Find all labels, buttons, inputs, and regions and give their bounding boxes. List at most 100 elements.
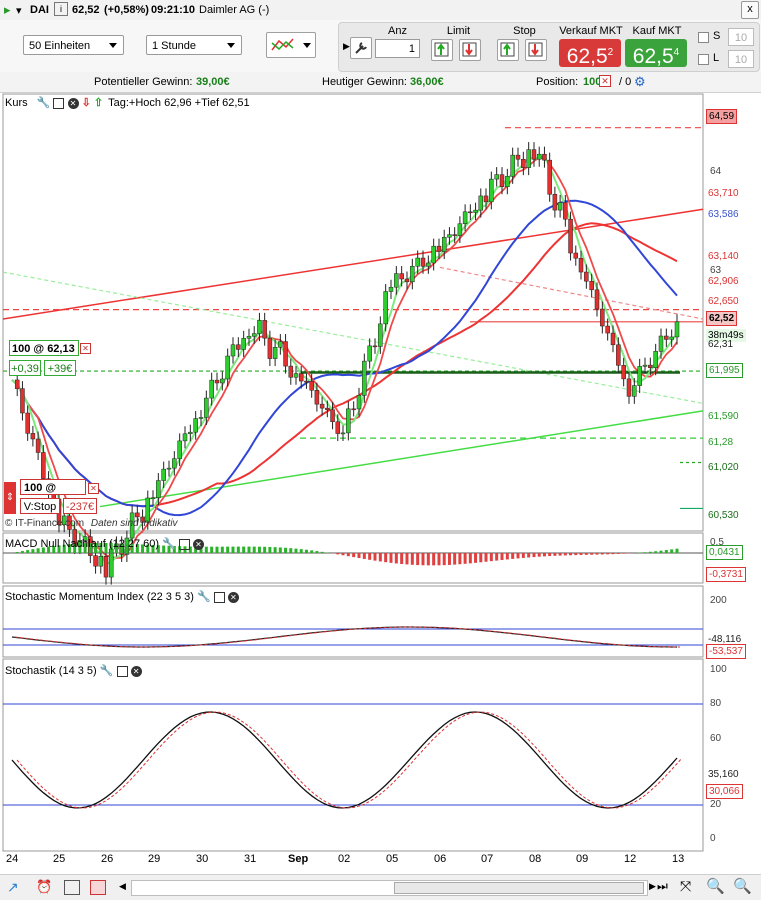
drag-handle-icon[interactable]: ⇕ <box>4 482 16 514</box>
up-arrow-icon[interactable]: ⇧ <box>94 97 103 109</box>
info-icon[interactable]: i <box>54 2 68 16</box>
candle-body <box>310 381 314 390</box>
interval-select[interactable]: 1 Stunde <box>146 35 242 55</box>
macd-bar <box>321 552 324 553</box>
close-icon[interactable]: ✕ <box>68 98 79 109</box>
down-arrow-icon[interactable]: ⇩ <box>82 97 91 109</box>
stop-sell-button[interactable] <box>525 39 547 61</box>
scrollbar-thumb[interactable] <box>394 882 644 894</box>
macd-value-1: 0,0431 <box>706 545 743 560</box>
candle-body <box>489 179 493 202</box>
macd-bar <box>237 547 240 553</box>
stoch-panel-frame <box>3 659 703 851</box>
sell-button[interactable]: 62,52 <box>559 39 621 67</box>
stop-eur: -237€ <box>63 498 97 514</box>
candle-body <box>325 408 329 410</box>
wrench-icon[interactable]: 🔧 <box>162 538 176 550</box>
close-icon[interactable]: ✕ <box>228 592 239 603</box>
gear-icon[interactable]: ⚙ <box>634 74 646 90</box>
day-range: Tag:+Hoch 62,96 +Tief 62,51 <box>108 97 249 109</box>
chart-type-button[interactable] <box>266 32 316 58</box>
candle-body <box>611 333 615 345</box>
grid-icon[interactable] <box>64 880 80 895</box>
candle-body <box>156 481 160 498</box>
macd-bar <box>501 553 504 560</box>
wrench-icon[interactable]: 🔧 <box>100 665 114 677</box>
maximize-icon[interactable] <box>53 98 64 109</box>
candle-body <box>537 154 541 159</box>
today-gain-value: 36,00€ <box>410 76 444 88</box>
candle-body <box>289 366 293 377</box>
maximize-icon[interactable] <box>117 666 128 677</box>
limit-buy-button[interactable] <box>431 39 453 61</box>
wrench-icon[interactable]: 🔧 <box>37 97 51 109</box>
level-tag-62-650: 62,650 <box>706 295 741 308</box>
stop-buy-button[interactable] <box>497 39 519 61</box>
maximize-icon[interactable] <box>214 592 225 603</box>
units-select[interactable]: 50 Einheiten <box>23 35 124 55</box>
candle-body <box>341 433 345 434</box>
candle-body <box>41 452 45 478</box>
cursor-icon[interactable]: ↗ <box>7 879 19 896</box>
limit-label: Limit <box>431 25 486 37</box>
macd-bar <box>258 547 261 553</box>
macd-value-2: -0,3731 <box>706 567 746 582</box>
buy-button[interactable]: 62,54 <box>625 39 687 67</box>
s-label: S <box>713 30 720 42</box>
indicator-icon[interactable] <box>90 880 106 895</box>
l-input[interactable]: 10 <box>728 50 754 68</box>
source-note: © IT-Finance.com Daten sind indikativ <box>5 518 178 529</box>
close-button[interactable]: x <box>741 1 759 19</box>
instrument-name: Daimler AG (-) <box>199 4 269 16</box>
candle-body <box>675 322 679 337</box>
quantity-input[interactable]: 1 <box>375 39 420 58</box>
arrow-right-icon: ▶ <box>343 41 350 52</box>
macd-bar <box>654 551 657 553</box>
close-icon[interactable]: ✕ <box>193 539 204 550</box>
scroll-left-icon[interactable]: ◀ <box>119 881 126 892</box>
chart-area[interactable] <box>0 92 761 874</box>
candle-body <box>622 365 626 379</box>
close-icon[interactable]: ✕ <box>131 666 142 677</box>
macd-bar <box>649 552 652 553</box>
s-checkbox[interactable] <box>698 32 709 43</box>
macd-bar <box>274 547 277 553</box>
close-position-icon[interactable]: ✕ <box>599 75 611 87</box>
order-toolbar: 50 Einheiten 1 Stunde ▶ Anz 1 Limit Stop <box>0 20 761 73</box>
scroll-end-icon[interactable]: ⏭ <box>657 879 668 894</box>
stoch-name: Stochastik (14 3 5) <box>5 665 97 677</box>
candle-body <box>426 263 430 266</box>
zoom-out-icon[interactable]: 🔍 <box>706 877 725 895</box>
alarm-icon[interactable]: ⏰ <box>36 879 52 895</box>
macd-bar <box>490 553 493 561</box>
sell-label: Verkauf MKT <box>558 25 624 37</box>
macd-bar <box>574 553 577 555</box>
candle-body <box>236 345 240 350</box>
s-input[interactable]: 10 <box>728 28 754 46</box>
candle-body <box>210 380 214 398</box>
macd-bar <box>522 553 525 558</box>
fit-icon[interactable]: ⤧ <box>680 878 691 895</box>
candle-body <box>437 246 441 251</box>
close-icon[interactable]: ✕ <box>80 343 91 354</box>
close-icon[interactable]: ✕ <box>88 483 99 494</box>
position-tag[interactable]: 100 @ 62,13 <box>9 340 79 356</box>
scrollbar-track[interactable] <box>131 880 648 896</box>
dropdown-icon[interactable]: ▾ <box>16 4 22 17</box>
l-checkbox[interactable] <box>698 54 709 65</box>
level-tag-64-59: 64,59 <box>706 109 737 124</box>
maximize-icon[interactable] <box>179 539 190 550</box>
x-tick-12: 12 <box>624 853 636 865</box>
stop-tag[interactable]: 100 @ 59,76 <box>20 479 86 495</box>
potential-gain-value: 39,00€ <box>196 76 230 88</box>
candle-body <box>188 432 192 434</box>
macd-bar <box>342 553 345 555</box>
limit-sell-button[interactable] <box>459 39 481 61</box>
zoom-in-icon[interactable]: 🔍 <box>733 877 752 895</box>
wrench-icon[interactable]: 🔧 <box>197 591 211 603</box>
candle-body <box>252 334 256 337</box>
expand-icon[interactable]: ▸ <box>4 2 11 18</box>
candle-body <box>263 320 267 338</box>
wrench-button[interactable] <box>350 37 372 59</box>
scroll-right-icon[interactable]: ▶ <box>649 881 656 892</box>
